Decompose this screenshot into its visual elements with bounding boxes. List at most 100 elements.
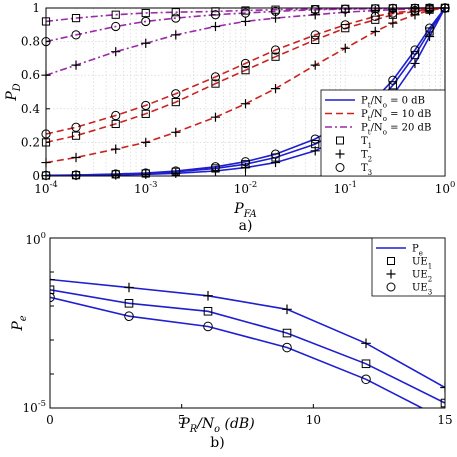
- data-point-plus: [50, 274, 55, 285]
- data-point-circle: [410, 5, 420, 16]
- data-point-plus: [270, 157, 281, 168]
- data-point-plus: [210, 21, 221, 32]
- y-axis-label: PD​: [4, 83, 23, 101]
- data-point-circle: [111, 110, 121, 121]
- data-point-plus: [440, 382, 445, 393]
- data-point-plus: [361, 338, 371, 349]
- data-point-square: [203, 306, 213, 316]
- chart-b-frame: [49, 237, 446, 409]
- data-point-plus: [410, 58, 420, 69]
- data-point-plus: [270, 13, 281, 23]
- data-point-plus: [203, 290, 213, 301]
- legend-label: Pe​: [412, 244, 423, 258]
- chart-b-series: [50, 274, 445, 408]
- data-point-square: [271, 52, 280, 61]
- legend-box: [320, 89, 446, 177]
- data-point-square: [311, 35, 320, 45]
- legend-label: Pt​/No​ = 0 dB: [361, 96, 425, 110]
- data-point-circle: [310, 5, 320, 15]
- series-line-10dB-square: [45, 7, 446, 144]
- data-point-plus: [240, 99, 251, 109]
- data-point-plus: [424, 5, 435, 16]
- legend-marker-circle: [386, 282, 396, 292]
- data-point-circle: [370, 11, 380, 21]
- legend-marker-square: [387, 257, 395, 265]
- legend-label: UE2​: [412, 270, 432, 284]
- data-point-square: [141, 8, 150, 18]
- x-tick-label: 10-3​: [134, 179, 157, 196]
- data-point-plus: [141, 38, 151, 48]
- y-tick-label: 10-5​: [23, 398, 46, 415]
- data-point-circle: [71, 122, 81, 132]
- x-axis-label: PR​/No​ (dB): [179, 416, 254, 435]
- data-point-square: [440, 398, 445, 408]
- data-point-circle: [210, 10, 221, 20]
- data-point-square: [111, 10, 120, 19]
- x-axis-label: PFA​: [233, 201, 256, 220]
- y-tick-label: 0.2: [21, 135, 40, 149]
- data-point-square: [124, 299, 134, 308]
- legend-marker-plus: [335, 149, 345, 159]
- data-point-square: [71, 13, 81, 23]
- data-point-circle: [410, 45, 420, 55]
- data-point-plus: [270, 84, 281, 94]
- chart-a-ticks: 10-4​ 10-3​ 10-2​ 10-1​ 100​ 0 0.2 0.4 0.6 0.8 1: [21, 1, 455, 196]
- data-point-circle: [171, 166, 181, 176]
- data-point-circle: [111, 169, 121, 179]
- data-point-plus: [240, 163, 251, 173]
- data-point-square: [111, 119, 120, 129]
- data-point-circle: [124, 311, 134, 322]
- data-point-plus: [71, 152, 81, 163]
- data-point-square: [141, 109, 150, 118]
- data-point-circle: [388, 75, 398, 85]
- legend-marker-square: [336, 136, 344, 145]
- x-tick-label: 0: [46, 413, 54, 427]
- data-point-plus: [171, 127, 181, 137]
- data-point-square: [341, 24, 350, 33]
- data-point-circle: [270, 6, 281, 16]
- data-point-plus: [111, 144, 121, 154]
- data-point-circle: [111, 21, 121, 32]
- data-point-plus: [71, 60, 81, 70]
- legend-label: T1​: [361, 136, 372, 150]
- legend-label: UE3​: [412, 283, 432, 297]
- legend-marker-circle: [335, 163, 345, 172]
- data-point-square: [211, 79, 220, 88]
- data-point-circle: [171, 13, 181, 23]
- data-point-plus: [141, 137, 151, 147]
- legend-label: UE1​: [412, 257, 432, 271]
- data-point-circle: [310, 30, 320, 40]
- data-point-plus: [310, 10, 320, 20]
- data-point-circle: [270, 45, 281, 55]
- data-point-circle: [240, 157, 251, 167]
- x-tick-label: 10-1​: [334, 179, 357, 196]
- y-tick-label: 100​: [25, 230, 46, 247]
- data-point-square: [241, 66, 250, 75]
- data-point-plus: [340, 43, 350, 53]
- data-point-square: [171, 97, 180, 107]
- data-point-circle: [240, 8, 251, 18]
- data-point-circle: [270, 149, 281, 159]
- data-point-circle: [282, 342, 292, 353]
- chart-b-ticks: 0 5 10 15 100​ 10-5​: [23, 230, 453, 427]
- x-tick-label: 100​: [435, 179, 456, 196]
- y-axis-label: Pe​: [10, 315, 29, 331]
- data-point-circle: [141, 16, 151, 27]
- data-point-plus: [111, 47, 121, 57]
- data-point-plus: [282, 304, 292, 315]
- data-point-plus: [388, 18, 398, 28]
- data-point-circle: [310, 134, 320, 144]
- data-point-circle: [171, 89, 181, 99]
- data-point-square: [71, 131, 81, 140]
- data-point-circle: [388, 8, 398, 18]
- legend-label: T2​: [361, 150, 372, 164]
- series-line-plus: [50, 278, 445, 389]
- y-tick-label: 1: [32, 1, 40, 15]
- data-point-circle: [141, 100, 151, 111]
- data-point-circle: [240, 58, 251, 69]
- chart-a: 10-4​ 10-3​ 10-2​ 10-1​ 100​ 0 0.2 0.4 0.6 0.8 1 PF…: [4, 1, 455, 234]
- data-point-circle: [340, 4, 350, 14]
- data-point-square: [171, 8, 180, 17]
